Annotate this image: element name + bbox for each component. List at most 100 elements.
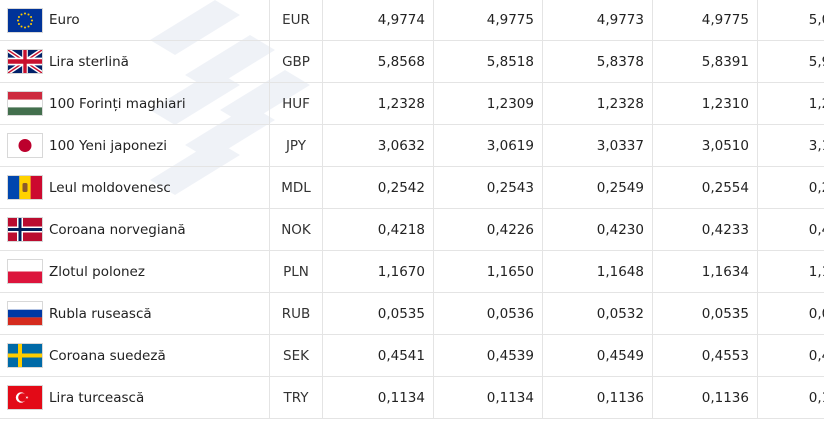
currency-name: Leul moldovenesc	[49, 179, 171, 196]
japan-flag-icon	[8, 134, 42, 157]
rate-value: 1,2440	[757, 82, 824, 125]
currency-name-cell: Coroana norvegiană	[0, 208, 270, 251]
currency-name: Lira sterlină	[49, 53, 129, 70]
rate-value: 4,9774	[322, 0, 434, 41]
eu-flag-icon	[8, 8, 42, 32]
uk-flag-icon	[8, 50, 42, 73]
rate-value: 0,1152	[757, 376, 824, 419]
rate-value: 0,4549	[542, 334, 653, 377]
rate-value: 0,0536	[433, 292, 543, 335]
rate-value: 3,0337	[542, 124, 653, 167]
currency-name-cell: Zlotul polonez	[0, 250, 270, 293]
rate-value: 5,8518	[433, 40, 543, 83]
sweden-flag-icon	[8, 344, 42, 367]
currency-name-cell: 100 Forinți maghiari	[0, 82, 270, 125]
rate-value: 1,2328	[542, 82, 653, 125]
table-row: Lira turcească TRY 0,1134 0,1134 0,1136 0,113…	[0, 376, 824, 419]
rate-value: 0,1136	[652, 376, 758, 419]
currency-name-cell: Rubla rusească	[0, 292, 270, 335]
rate-value: 0,4541	[322, 334, 434, 377]
rate-value: 0,2590	[757, 166, 824, 209]
rate-value: 0,2542	[322, 166, 434, 209]
currency-name: Coroana suedeză	[49, 347, 166, 364]
currency-name: Euro	[49, 12, 80, 28]
rate-value: 1,1650	[433, 250, 543, 293]
rate-value: 0,0535	[322, 292, 434, 335]
currency-name-cell: Leul moldovenesc	[0, 166, 270, 209]
currency-code: GBP	[269, 40, 323, 83]
rate-value: 5,8378	[542, 40, 653, 83]
rate-value: 0,0535	[652, 292, 758, 335]
currency-name: Zlotul polonez	[49, 263, 145, 280]
currency-name-cell: Euro	[0, 0, 270, 41]
rate-value: 0,4539	[433, 334, 543, 377]
currency-code: EUR	[269, 0, 323, 41]
currency-code: TRY	[269, 376, 323, 419]
moldova-flag-icon	[8, 176, 42, 199]
table-row: 100 Forinți maghiari HUF 1,2328 1,2309 1,232…	[0, 82, 824, 125]
rate-value: 5,0378	[757, 0, 824, 41]
rate-value: 0,4611	[757, 334, 824, 377]
rate-value: 1,1648	[542, 250, 653, 293]
currency-name: Lira turcească	[49, 389, 145, 406]
hungary-flag-icon	[8, 92, 42, 115]
rate-value: 0,1134	[433, 376, 543, 419]
currency-code: JPY	[269, 124, 323, 167]
currency-name: 100 Forinți maghiari	[49, 95, 186, 112]
russia-flag-icon	[8, 302, 42, 325]
currency-code: PLN	[269, 250, 323, 293]
rate-value: 0,0532	[542, 292, 653, 335]
rate-value: 4,9775	[433, 0, 543, 41]
table-row: Zlotul polonez PLN 1,1670 1,1650 1,1648 1,163…	[0, 250, 824, 293]
rate-value: 5,9272	[757, 40, 824, 83]
norway-flag-icon	[8, 218, 42, 241]
rate-value: 3,0510	[652, 124, 758, 167]
currency-name-cell: 100 Yeni japonezi	[0, 124, 270, 167]
rate-value: 0,2549	[542, 166, 653, 209]
currency-name-cell: Lira sterlină	[0, 40, 270, 83]
table-row: Coroana suedeză SEK 0,4541 0,4539 0,4549 0,45…	[0, 334, 824, 377]
rate-value: 3,1088	[757, 124, 824, 167]
currency-code: MDL	[269, 166, 323, 209]
currency-name-cell: Coroana suedeză	[0, 334, 270, 377]
rate-value: 5,8391	[652, 40, 758, 83]
rate-value: 3,0632	[322, 124, 434, 167]
currency-code: NOK	[269, 208, 323, 251]
rate-value: 0,2543	[433, 166, 543, 209]
rate-value: 0,0550	[757, 292, 824, 335]
currency-name: Rubla rusească	[49, 305, 152, 322]
rate-value: 3,0619	[433, 124, 543, 167]
rate-value: 0,1136	[542, 376, 653, 419]
rate-value: 1,2310	[652, 82, 758, 125]
table-row: Lira sterlină GBP 5,8568 5,8518 5,8378 5,8391…	[0, 40, 824, 83]
rate-value: 4,9775	[652, 0, 758, 41]
table-row: 100 Yeni japonezi JPY 3,0632 3,0619 3,0337 3,…	[0, 124, 824, 167]
rate-value: 0,4230	[542, 208, 653, 251]
currency-code: RUB	[269, 292, 323, 335]
rate-value: 0,4226	[433, 208, 543, 251]
rate-value: 1,1776	[757, 250, 824, 293]
rate-value: 0,4233	[652, 208, 758, 251]
rate-value: 0,4553	[652, 334, 758, 377]
rate-value: 1,1634	[652, 250, 758, 293]
rate-value: 0,4218	[322, 208, 434, 251]
poland-flag-icon	[8, 260, 42, 283]
turkey-flag-icon	[8, 386, 42, 409]
currency-name: Coroana norvegiană	[49, 221, 186, 238]
table-row: Leul moldovenesc MDL 0,2542 0,2543 0,2549 0,2…	[0, 166, 824, 209]
rate-value: 0,2554	[652, 166, 758, 209]
rate-value: 1,2309	[433, 82, 543, 125]
rate-value: 4,9773	[542, 0, 653, 41]
table-row: Coroana norvegiană NOK 0,4218 0,4226 0,4230 0…	[0, 208, 824, 251]
rate-value: 0,4286	[757, 208, 824, 251]
currency-name-cell: Lira turcească	[0, 376, 270, 419]
currency-name: 100 Yeni japonezi	[49, 137, 167, 154]
rate-value: 0,1134	[322, 376, 434, 419]
rate-value: 1,2328	[322, 82, 434, 125]
rate-value: 1,1670	[322, 250, 434, 293]
rate-value: 5,8568	[322, 40, 434, 83]
currency-code: SEK	[269, 334, 323, 377]
table-row: Rubla rusească RUB 0,0535 0,0536 0,0532 0,053…	[0, 292, 824, 335]
